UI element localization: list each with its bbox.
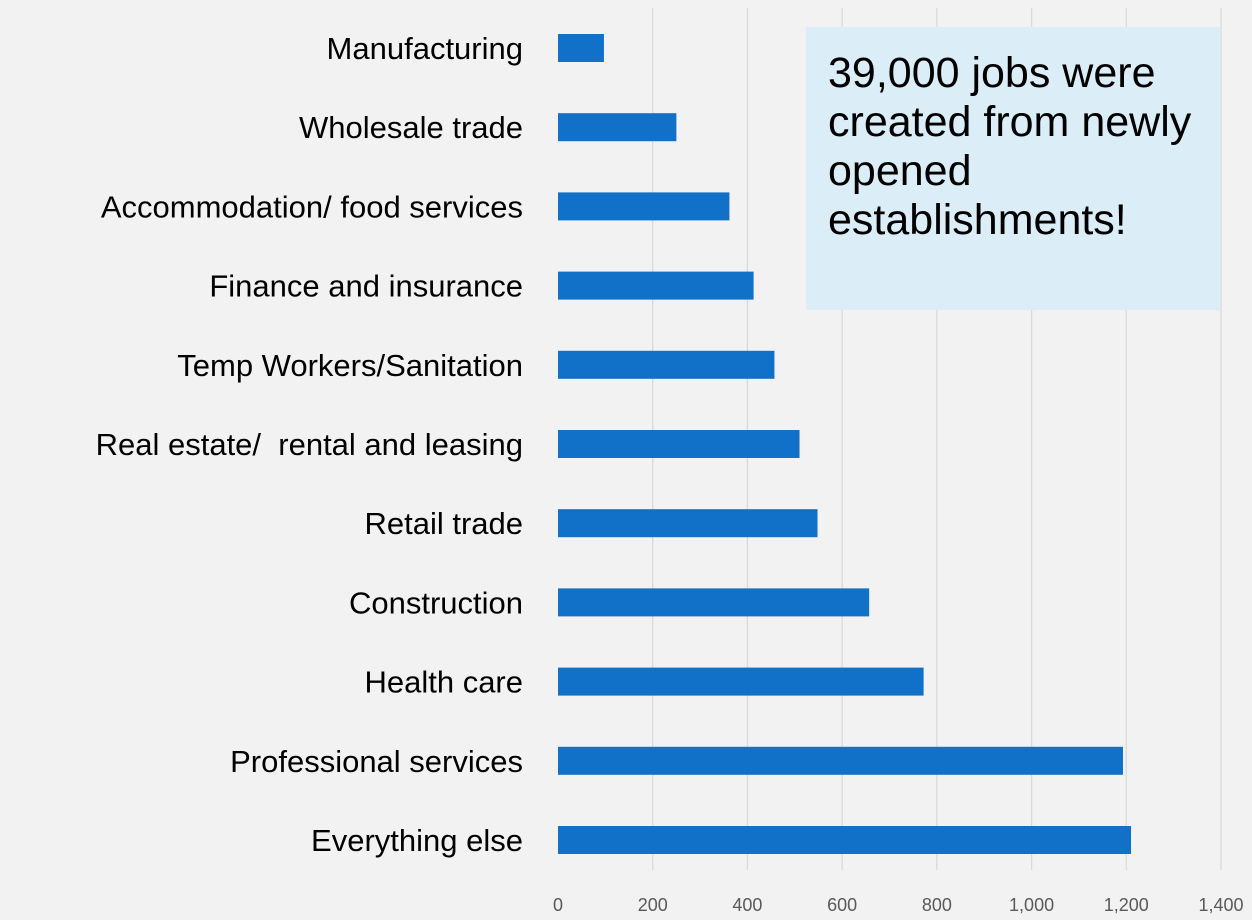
category-label: Health care <box>364 665 523 700</box>
category-labels: Manufacturing Wholesale trade Accommodatio… <box>96 31 523 858</box>
category-label: Finance and insurance <box>209 269 523 304</box>
category-label: Manufacturing <box>327 31 523 66</box>
bar <box>558 192 730 221</box>
bar <box>558 113 677 142</box>
bar <box>558 350 775 379</box>
category-label: Temp Workers/Sanitation <box>177 348 523 383</box>
bar <box>558 271 754 300</box>
x-tick-label: 0 <box>553 895 563 915</box>
category-label: Professional services <box>230 744 523 779</box>
x-tick-label: 200 <box>638 895 668 915</box>
bar <box>558 746 1123 775</box>
category-label: Wholesale trade <box>299 110 523 145</box>
category-label: Everything else <box>311 823 523 858</box>
bar <box>558 509 818 538</box>
category-label: Retail trade <box>364 506 523 541</box>
x-tick-label: 600 <box>827 895 857 915</box>
x-tick-label: 400 <box>732 895 762 915</box>
x-tick-label: 1,000 <box>1009 895 1054 915</box>
bar <box>558 826 1132 854</box>
x-tick-label: 1,400 <box>1198 895 1243 915</box>
bar <box>558 667 924 696</box>
bar <box>558 34 604 62</box>
x-tick-label: 1,200 <box>1104 895 1149 915</box>
x-tick-label: 800 <box>922 895 952 915</box>
bar <box>558 430 800 458</box>
category-label: Construction <box>349 585 523 620</box>
category-label: Accommodation/ food services <box>101 189 523 224</box>
bars <box>558 34 1132 854</box>
callout-annotation: 39,000 jobs were created from newly open… <box>806 27 1220 310</box>
category-label: Real estate/ rental and leasing <box>96 427 523 462</box>
x-axis-tick-labels: 0 200 400 600 800 1,000 1,200 1,400 <box>553 895 1244 915</box>
bar <box>558 588 870 617</box>
